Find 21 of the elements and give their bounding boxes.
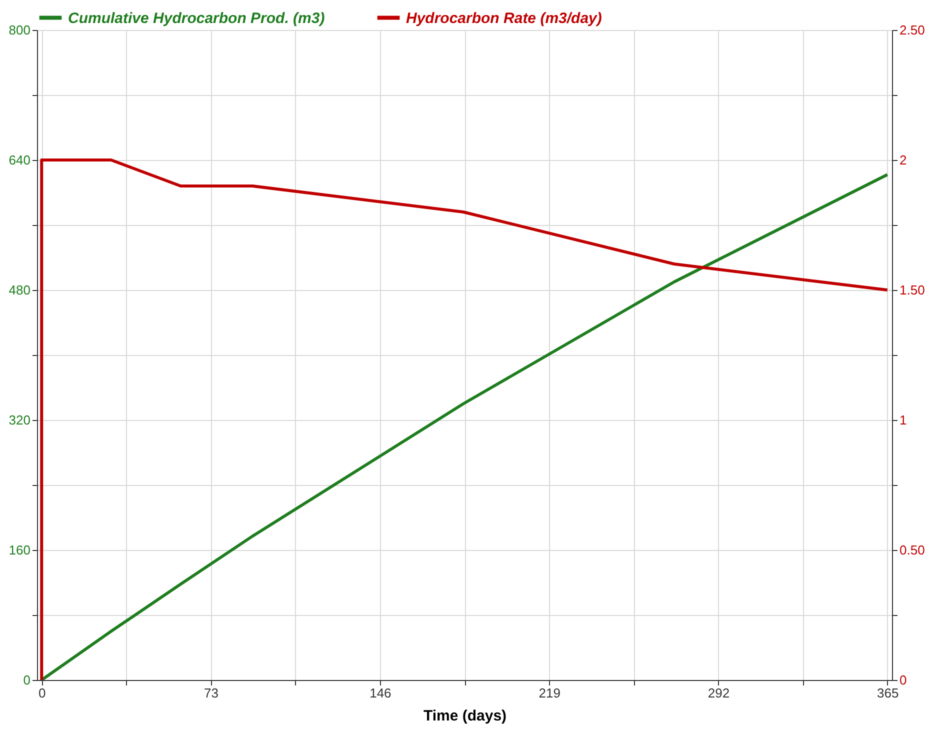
y2-tick-label: 2.50 (900, 22, 925, 38)
y2-tick-label: 2 (900, 152, 907, 168)
legend-label: Hydrocarbon Rate (m3/day) (406, 10, 602, 27)
y2-tick-label: 0 (900, 672, 907, 688)
y-tick-label: 800 (8, 22, 30, 38)
x-tick-label: 146 (370, 686, 392, 700)
x-tick-label: 365 (877, 686, 899, 700)
x-tick-label: 73 (204, 686, 219, 700)
x-tick-label: 219 (538, 686, 560, 700)
legend-label: Cumulative Hydrocarbon Prod. (m3) (68, 10, 325, 27)
y-tick-label: 160 (8, 542, 30, 558)
y2-tick-label: 1.50 (900, 282, 925, 298)
y-tick-label: 0 (23, 672, 30, 688)
x-tick-label: 292 (708, 686, 730, 700)
y-tick-label: 320 (8, 412, 30, 428)
x-tick-label: 0 (38, 686, 46, 700)
y2-tick-label: 1 (900, 412, 907, 428)
y2-tick-label: 0.50 (900, 542, 925, 558)
y-tick-label: 480 (8, 282, 30, 298)
y-tick-label: 640 (8, 152, 30, 168)
x-axis-title: Time (days) (423, 708, 507, 724)
